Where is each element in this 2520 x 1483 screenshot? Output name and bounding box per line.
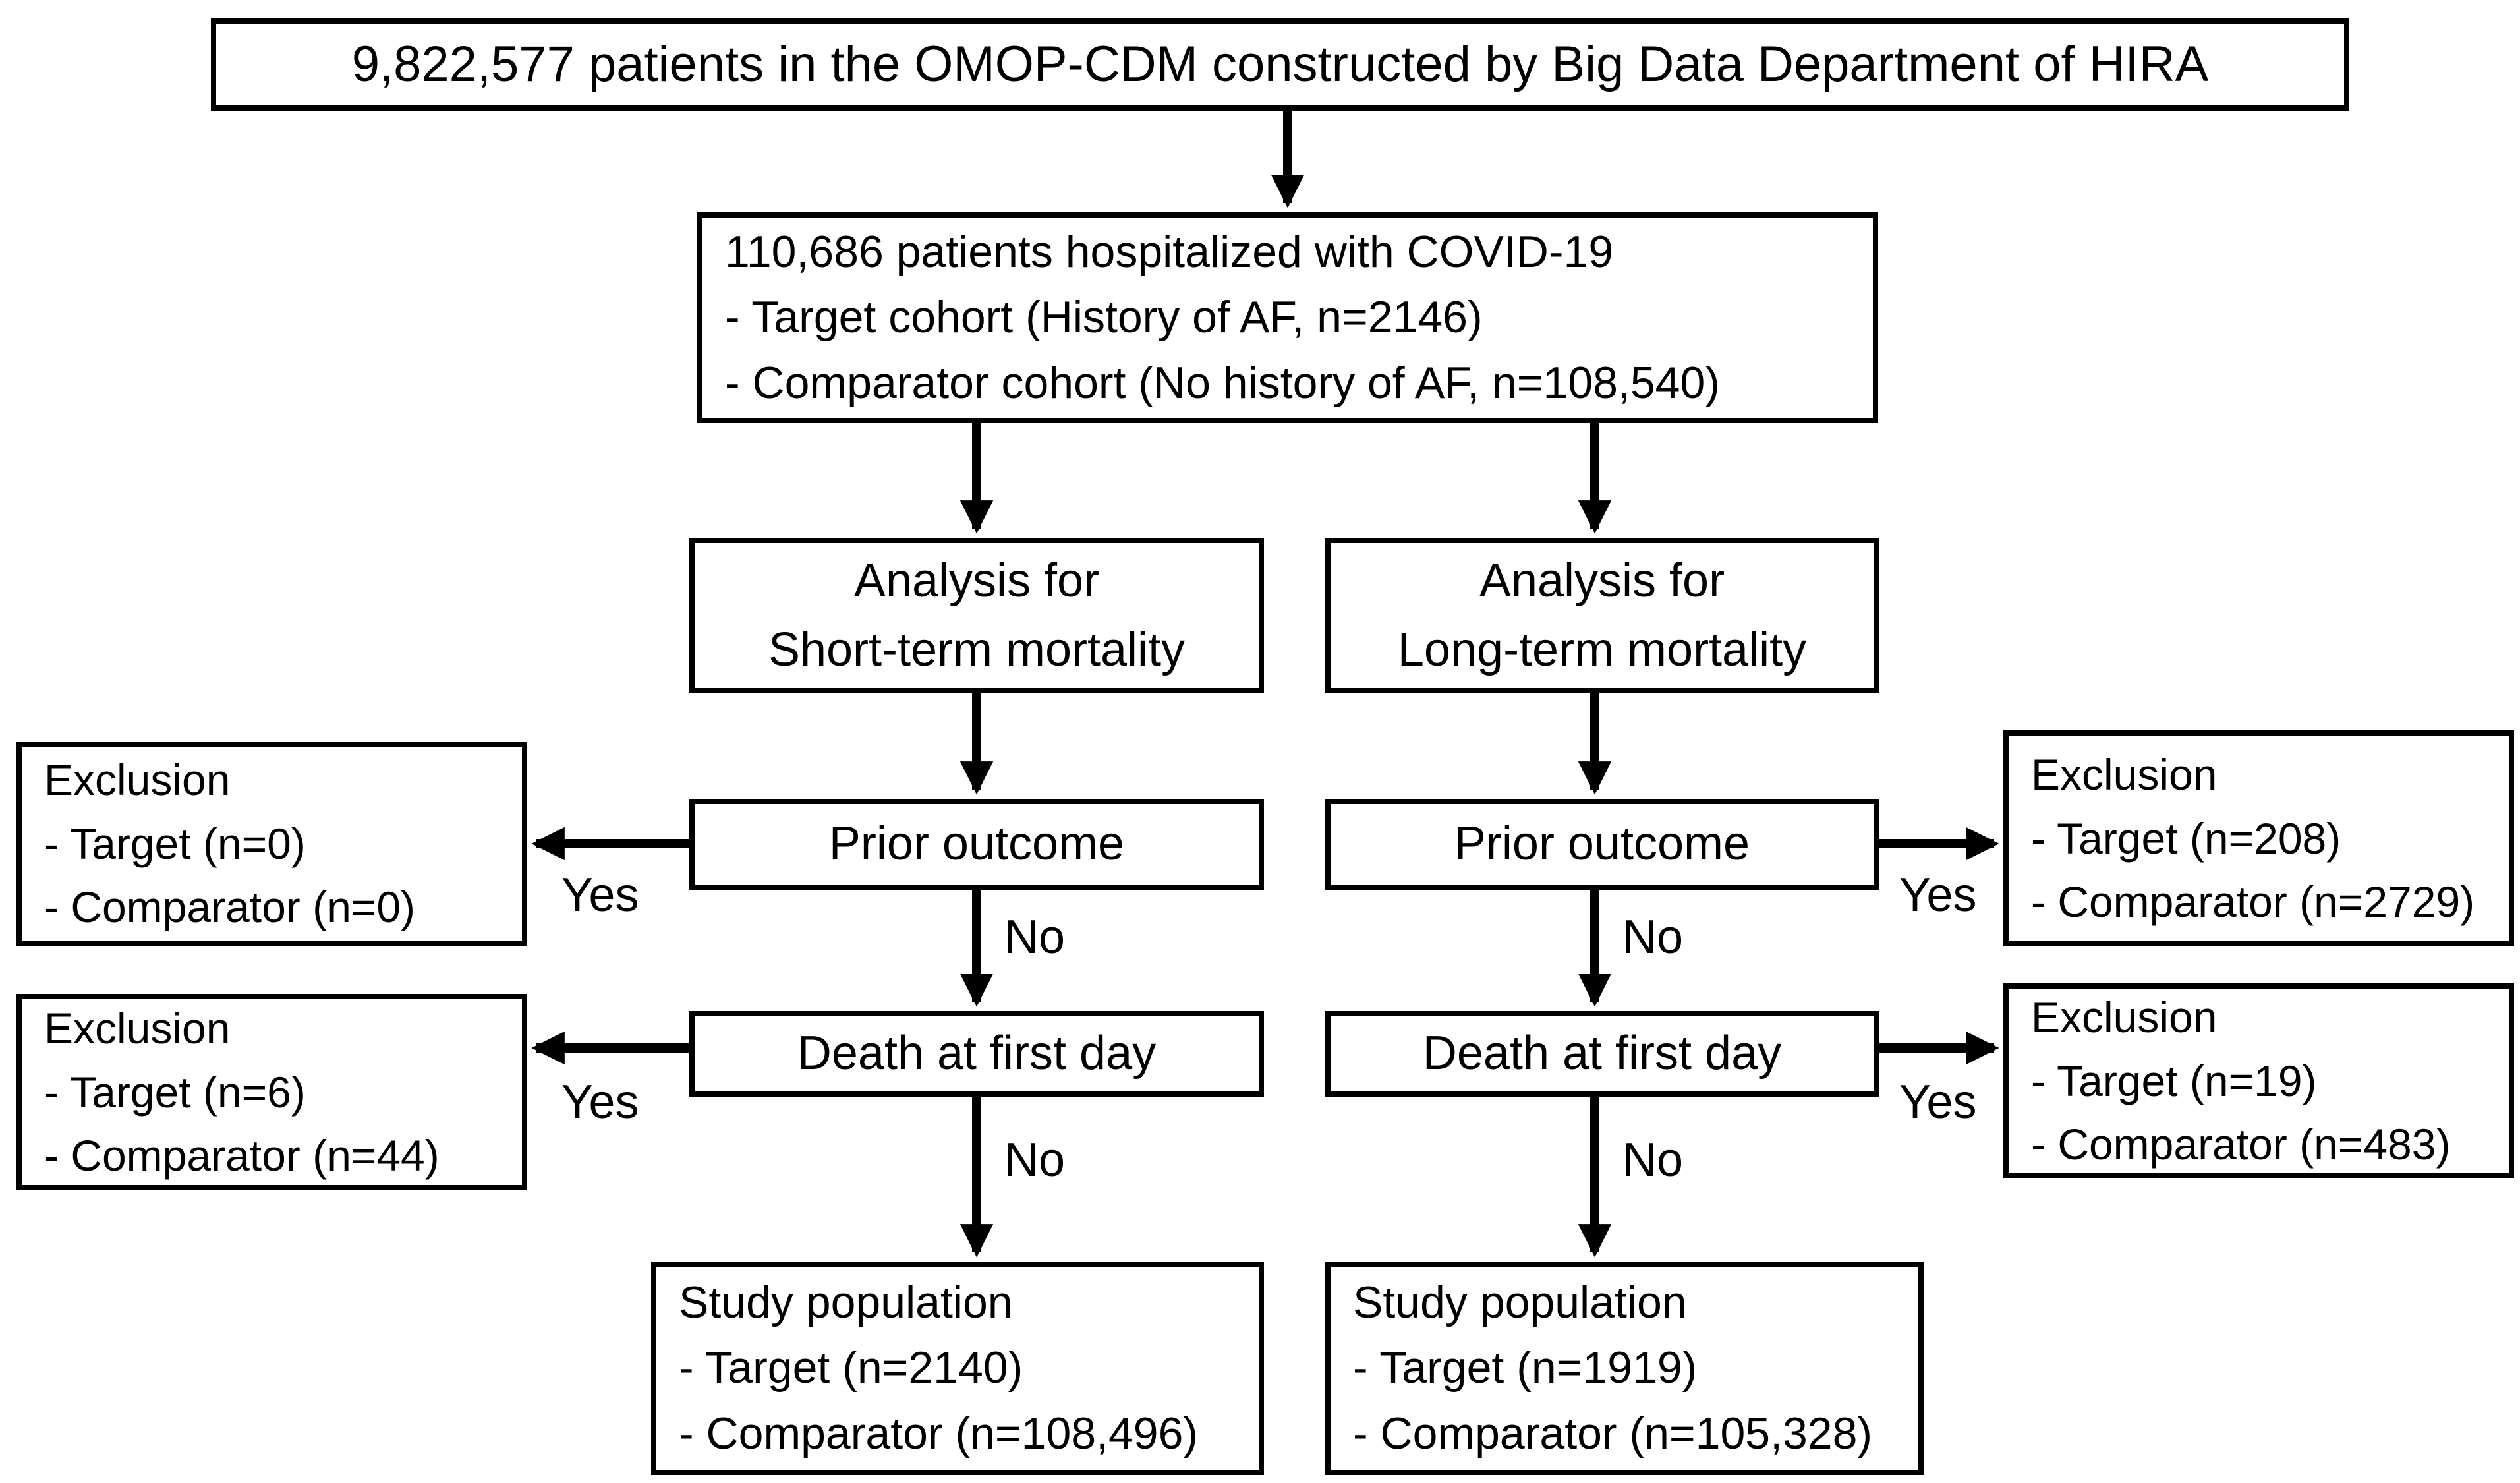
yes-label: Yes: [561, 869, 639, 921]
death-first-day-long-box: Death at first day: [1325, 1011, 1879, 1097]
no-label: No: [1622, 911, 1684, 964]
cohort-line: - Target cohort (History of AF, n=2146): [725, 292, 1483, 343]
yes-label: Yes: [1899, 1076, 1977, 1128]
exclusion-death-long-box: Exclusion - Target (n=19) - Comparator (…: [2003, 983, 2514, 1178]
top-box-text: 9,822,577 patients in the OMOP-CDM const…: [351, 36, 2209, 92]
analysis-long-line: Long-term mortality: [1397, 624, 1807, 676]
study-line: - Target (n=1919): [1353, 1343, 1698, 1393]
exclusion-line: Exclusion: [2031, 993, 2218, 1042]
study-line: - Target (n=2140): [679, 1343, 1023, 1393]
analysis-short-box: Analysis for Short-term mortality: [689, 538, 1264, 693]
prior-outcome-short-text: Prior outcome: [828, 817, 1125, 871]
study-line: Study population: [679, 1277, 1013, 1328]
analysis-short-line: Analysis for: [853, 554, 1100, 607]
study-line: Study population: [1353, 1277, 1687, 1328]
no-label: No: [1004, 911, 1066, 964]
exclusion-line: - Comparator (n=483): [2031, 1120, 2451, 1169]
death-first-day-short-text: Death at first day: [797, 1027, 1157, 1080]
analysis-long-box: Analysis for Long-term mortality: [1325, 538, 1879, 693]
exclusion-line: Exclusion: [44, 1004, 231, 1053]
exclusion-line: Exclusion: [44, 755, 231, 805]
death-first-day-short-box: Death at first day: [689, 1011, 1264, 1097]
exclusion-line: - Target (n=19): [2031, 1056, 2317, 1105]
study-population-long-box: Study population - Target (n=1919) - Com…: [1325, 1262, 1924, 1475]
exclusion-line: - Target (n=208): [2031, 813, 2341, 863]
prior-outcome-long-text: Prior outcome: [1454, 817, 1750, 871]
exclusion-prior-short-box: Exclusion - Target (n=0) - Comparator (n…: [16, 742, 527, 946]
exclusion-line: Exclusion: [2031, 750, 2218, 800]
top-box: 9,822,577 patients in the OMOP-CDM const…: [211, 18, 2349, 111]
cohort-line: - Comparator cohort (No history of AF, n…: [725, 357, 1720, 408]
analysis-long-line: Analysis for: [1479, 554, 1725, 607]
exclusion-line: - Comparator (n=0): [44, 883, 416, 932]
study-line: - Comparator (n=108,496): [679, 1408, 1199, 1459]
yes-label: Yes: [561, 1076, 639, 1128]
exclusion-line: - Target (n=6): [44, 1067, 306, 1117]
no-label: No: [1622, 1134, 1684, 1186]
exclusion-line: - Comparator (n=44): [44, 1131, 440, 1180]
analysis-short-line: Short-term mortality: [768, 624, 1186, 676]
prior-outcome-long-box: Prior outcome: [1325, 799, 1879, 890]
study-population-short-box: Study population - Target (n=2140) - Com…: [651, 1262, 1264, 1475]
yes-label: Yes: [1899, 869, 1977, 921]
prior-outcome-short-box: Prior outcome: [689, 799, 1264, 890]
exclusion-line: - Comparator (n=2729): [2031, 877, 2475, 927]
study-line: - Comparator (n=105,328): [1353, 1408, 1873, 1459]
death-first-day-long-text: Death at first day: [1422, 1027, 1782, 1080]
no-label: No: [1004, 1134, 1066, 1186]
cohort-line: 110,686 patients hospitalized with COVID…: [725, 227, 1614, 277]
cohort-box: 110,686 patients hospitalized with COVID…: [697, 212, 1878, 423]
exclusion-prior-long-box: Exclusion - Target (n=208) - Comparator …: [2003, 730, 2514, 946]
exclusion-line: - Target (n=0): [44, 819, 306, 868]
exclusion-death-short-box: Exclusion - Target (n=6) - Comparator (n…: [16, 994, 527, 1190]
